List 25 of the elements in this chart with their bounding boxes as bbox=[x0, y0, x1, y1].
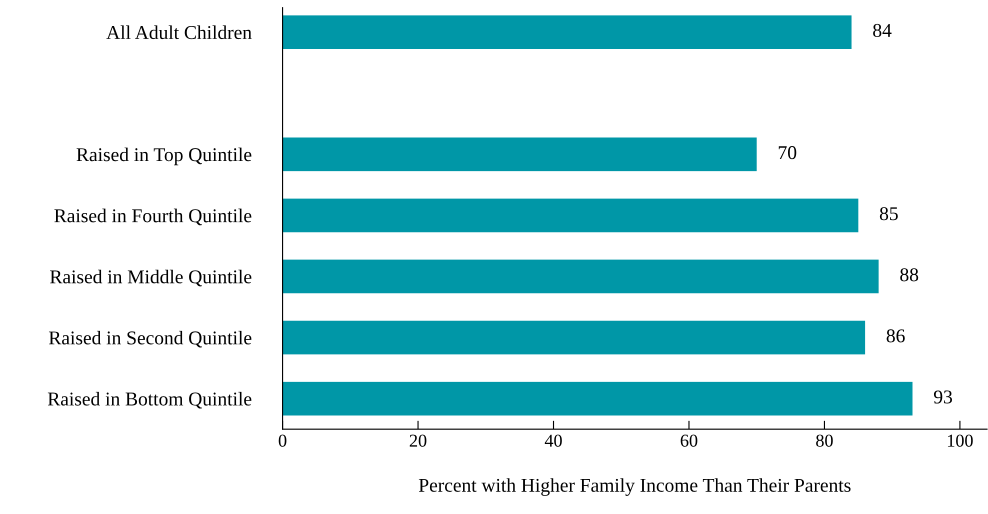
data-label: 70 bbox=[778, 146, 796, 160]
y-tick-label: Raised in Top Quintile bbox=[76, 148, 252, 166]
data-label: 88 bbox=[900, 268, 918, 282]
x-tick-label: 40 bbox=[544, 434, 562, 447]
y-tick-label: Raised in Bottom Quintile bbox=[48, 392, 252, 409]
bar bbox=[282, 382, 913, 416]
bar bbox=[282, 320, 866, 354]
bar bbox=[282, 198, 858, 232]
x-tick-label: 20 bbox=[410, 434, 426, 447]
x-tick-label: 60 bbox=[680, 434, 698, 447]
bar bbox=[282, 138, 757, 172]
y-tick-label: Raised in Second Quintile bbox=[48, 330, 252, 348]
x-tick-label: 0 bbox=[278, 434, 286, 447]
x-axis-title: Percent with Higher Family Income Than Their Parents bbox=[418, 478, 851, 496]
x-tick-label: 80 bbox=[816, 434, 833, 447]
data-label: 84 bbox=[873, 24, 892, 38]
x-tick-label: 100 bbox=[948, 434, 973, 447]
y-tick-label: Raised in Fourth Quintile bbox=[54, 208, 252, 226]
bar bbox=[282, 260, 879, 294]
y-tick-label: Raised in Middle Quintile bbox=[50, 270, 252, 286]
bar bbox=[282, 15, 852, 49]
data-label: 85 bbox=[880, 207, 898, 220]
data-label: 93 bbox=[934, 390, 952, 404]
y-tick-label: All Adult Children bbox=[106, 25, 252, 40]
data-label: 86 bbox=[886, 329, 905, 342]
